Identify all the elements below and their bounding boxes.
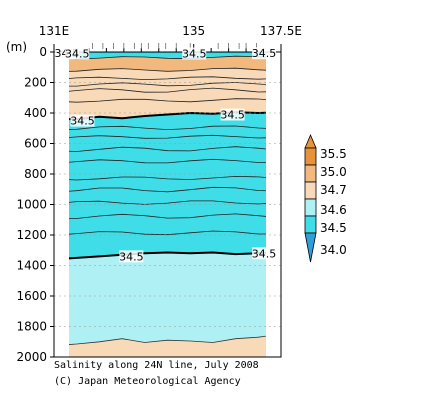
contour-label: 34.5 xyxy=(70,115,95,128)
caption-title: Salinity along 24N line, July 2008 xyxy=(54,360,259,371)
salinity-contour-line xyxy=(69,55,266,60)
depth-unit-label: (m) xyxy=(6,40,27,54)
salinity-contour-line xyxy=(69,76,266,81)
salinity-contour-34-5-lower xyxy=(69,251,266,260)
legend-color-swatch xyxy=(304,164,317,183)
band-upper-high xyxy=(69,56,266,72)
salinity-contour-line xyxy=(69,67,266,72)
contour-label-bg xyxy=(220,108,245,121)
contour-label-bg xyxy=(252,247,277,260)
salinity-contour-line xyxy=(69,186,266,193)
contour-label-bg xyxy=(65,47,90,60)
contour-label-bg xyxy=(252,47,277,60)
legend-label: 34.7 xyxy=(320,183,347,197)
legend-label: 35.0 xyxy=(320,165,347,179)
depth-tick-label: 1600 xyxy=(16,289,47,303)
band-thermocline xyxy=(69,98,266,120)
legend-label: 35.5 xyxy=(320,147,347,161)
band-surface-low xyxy=(69,52,266,60)
caption-credit: (C) Japan Meteorological Agency xyxy=(54,376,241,387)
legend-label: 34.5 xyxy=(320,221,347,235)
salinity-contour-line xyxy=(69,230,266,236)
contour-label: 34.5 xyxy=(182,48,207,61)
band-deep xyxy=(69,252,266,345)
legend-color-swatch xyxy=(304,198,317,217)
depth-tick-label: 1200 xyxy=(16,228,47,242)
contour-label-bg xyxy=(182,47,207,60)
contour-label: 34.5 xyxy=(252,47,277,60)
salinity-contour-deep xyxy=(69,335,266,345)
contour-label-bg xyxy=(119,250,144,263)
contour-label: 34.5 xyxy=(119,250,144,263)
depth-tick-label: 1800 xyxy=(16,320,47,334)
salinity-contour-line xyxy=(69,200,266,205)
depth-tick-label: 400 xyxy=(24,106,47,120)
longitude-tick-label: 137.5E xyxy=(260,24,302,38)
salinity-contour-line xyxy=(69,158,266,164)
salinity-contour-line xyxy=(69,175,266,181)
salinity-contour-line xyxy=(69,134,266,139)
salinity-contour-line xyxy=(69,98,266,103)
contour-label: 34.5 xyxy=(252,247,277,260)
depth-tick-label: 800 xyxy=(24,167,47,181)
salinity-contour-line xyxy=(69,213,266,219)
depth-tick-label: 600 xyxy=(24,137,47,151)
depth-tick-label: 2000 xyxy=(16,350,47,364)
legend-bottom-arrow xyxy=(304,232,317,263)
contour-label: 34.5 xyxy=(220,109,245,122)
legend-top-arrow xyxy=(304,133,317,149)
band-intermediate-low xyxy=(69,112,266,259)
legend-label: 34.0 xyxy=(320,243,347,257)
band-bottom xyxy=(69,336,266,357)
legend-color-swatch xyxy=(304,181,317,200)
salinity-contour-line xyxy=(69,87,266,93)
legend-color-swatch xyxy=(304,215,317,234)
legend-label: 34.6 xyxy=(320,203,347,217)
salinity-contour-line xyxy=(69,82,266,87)
legend-color-swatch xyxy=(304,147,317,166)
contour-label-bg xyxy=(70,114,95,127)
longitude-tick-label: 135 xyxy=(182,24,205,38)
salinity-contour-line xyxy=(69,125,266,131)
depth-tick-label: 0 xyxy=(39,45,47,59)
depth-tick-label: 1400 xyxy=(16,259,47,273)
depth-tick-label: 200 xyxy=(24,76,47,90)
longitude-tick-label: 131E xyxy=(39,24,70,38)
contour-label: 34.5 xyxy=(65,48,90,61)
depth-tick-label: 1000 xyxy=(16,198,47,212)
salinity-contour-line xyxy=(69,146,266,152)
